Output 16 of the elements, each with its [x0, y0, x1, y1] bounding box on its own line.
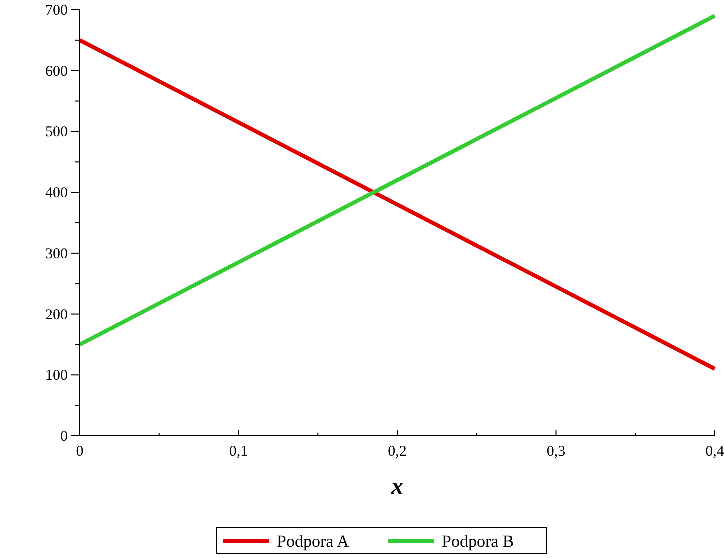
x-axis-title: x	[390, 474, 404, 500]
y-tick-label: 400	[46, 186, 68, 202]
legend-label: Podpora B	[442, 532, 514, 551]
y-tick-label: 300	[46, 246, 68, 262]
x-tick-label: 0	[76, 444, 84, 460]
x-tick-label: 0,1	[229, 444, 248, 460]
y-tick-label: 600	[46, 64, 68, 80]
x-tick-label: 0,4	[706, 444, 724, 460]
y-tick-label: 100	[46, 368, 68, 384]
y-tick-label: 700	[46, 3, 68, 19]
legend-label: Podpora A	[277, 532, 350, 551]
y-tick-label: 500	[46, 124, 68, 141]
x-tick-label: 0,2	[388, 444, 407, 460]
y-tick-label: 200	[46, 307, 68, 324]
y-tick-label: 0	[60, 429, 68, 445]
x-tick-label: 0,3	[546, 444, 566, 460]
